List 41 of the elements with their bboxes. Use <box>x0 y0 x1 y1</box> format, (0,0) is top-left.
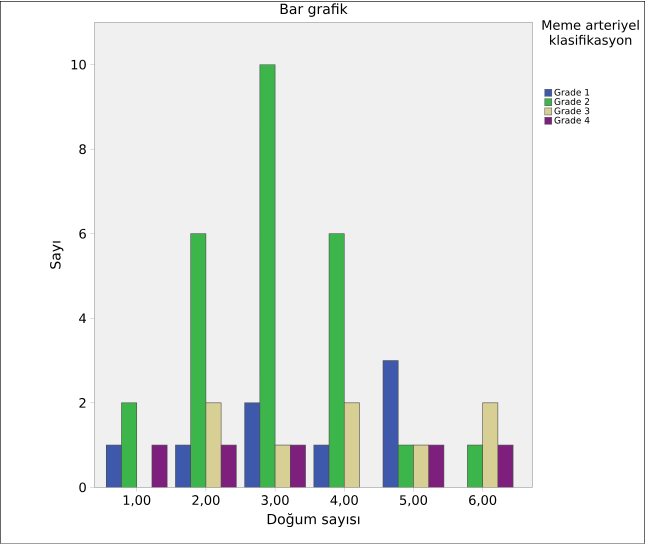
chart-title: Bar grafik <box>280 3 348 17</box>
bar <box>498 444 514 488</box>
x-tick-label: 6,00 <box>469 495 496 506</box>
bar <box>328 234 345 488</box>
bar <box>398 445 414 488</box>
bar <box>206 402 222 488</box>
y-tick-label: 0 <box>79 482 86 492</box>
y-tick-label: 2 <box>79 398 86 408</box>
y-tick-label: 10 <box>72 60 86 70</box>
legend-label: Grade 1 <box>554 88 590 96</box>
bar <box>106 444 122 488</box>
bar <box>482 402 498 488</box>
bar <box>260 64 276 488</box>
bar <box>467 444 483 488</box>
x-tick-label: 1,00 <box>124 495 150 506</box>
legend-label: Grade 3 <box>554 107 590 114</box>
legend-title: Meme arteriyel klasifikasyon <box>542 20 639 48</box>
x-tick-label: 3,00 <box>262 495 289 506</box>
y-tick-label: 8 <box>79 144 86 154</box>
bar <box>382 360 399 488</box>
bar <box>428 445 444 488</box>
y-tick-label: 4 <box>79 314 86 324</box>
legend-label: Grade 2 <box>554 98 590 106</box>
bar <box>314 444 330 488</box>
bar <box>121 402 138 488</box>
bar <box>344 402 360 488</box>
bar <box>175 444 191 488</box>
y-tick-label: 6 <box>79 228 86 239</box>
bar <box>244 402 260 488</box>
x-axis-title: Doğum sayısı <box>268 513 360 528</box>
legend-label: Grade 4 <box>554 116 590 124</box>
x-tick-label: 5,00 <box>400 495 428 506</box>
bar <box>152 444 168 488</box>
bar <box>274 444 291 488</box>
x-tick-label: 4,00 <box>330 495 358 506</box>
bar <box>190 234 206 488</box>
bar <box>413 445 429 488</box>
x-tick-label: 2,00 <box>192 495 220 506</box>
bar <box>220 444 237 488</box>
y-axis-title: Sayı <box>50 241 64 269</box>
bar <box>290 444 306 488</box>
